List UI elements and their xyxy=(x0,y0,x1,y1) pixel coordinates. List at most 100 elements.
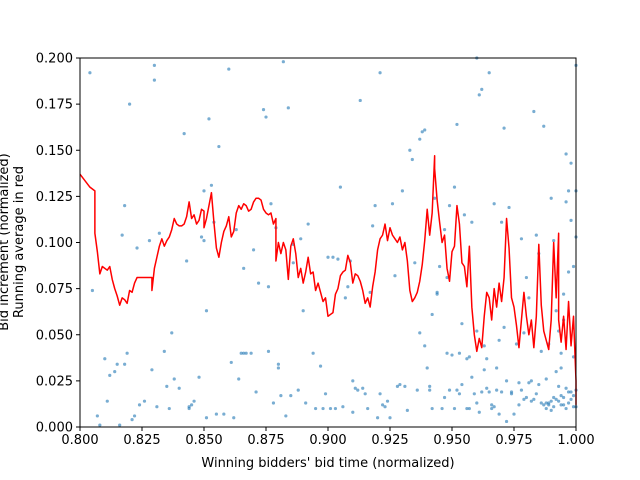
scatter-point xyxy=(197,375,201,379)
scatter-point xyxy=(380,403,385,407)
scatter-point xyxy=(569,390,573,394)
scatter-point xyxy=(438,264,442,269)
scatter-point xyxy=(408,148,412,152)
scatter-point xyxy=(524,275,529,280)
scatter-point xyxy=(346,285,350,289)
scatter-point xyxy=(559,394,563,398)
scatter-point xyxy=(524,395,529,400)
scatter-point xyxy=(128,102,132,106)
scatter-point xyxy=(440,406,444,411)
scatter-point xyxy=(336,257,340,261)
scatter-point xyxy=(209,183,214,187)
scatter-point xyxy=(532,109,536,114)
scatter-point xyxy=(544,406,548,411)
scatter-point xyxy=(418,137,422,141)
x-tick-label: 1.000 xyxy=(557,433,594,448)
scatter-point xyxy=(371,224,375,228)
scatter-point xyxy=(566,270,571,274)
scatter-point xyxy=(480,390,484,394)
scatter-point xyxy=(522,331,526,335)
scatter-point xyxy=(465,406,469,411)
y-tick-label: 0.125 xyxy=(36,190,73,205)
scatter-point xyxy=(162,349,166,353)
running-average-line xyxy=(79,155,577,405)
x-tick-label: 0.950 xyxy=(433,433,470,448)
scatter-point xyxy=(321,406,325,411)
y-tick-label: 0.075 xyxy=(36,282,73,297)
y-tick-label: 0.175 xyxy=(36,98,73,113)
scatter-point xyxy=(331,255,335,259)
scatter-point xyxy=(150,368,154,372)
scatter-point xyxy=(269,202,273,206)
scatter-point xyxy=(376,416,380,420)
scatter-point xyxy=(147,239,152,243)
scatter-point xyxy=(542,124,546,128)
scatter-point xyxy=(557,384,561,389)
scatter-point xyxy=(490,403,494,407)
scatter-point xyxy=(425,366,429,370)
y-tick-label: 0.000 xyxy=(36,421,73,436)
scatter-point xyxy=(249,351,253,355)
scatter-point xyxy=(435,292,439,296)
scatter-point xyxy=(433,196,437,200)
scatter-point xyxy=(418,331,422,335)
x-tick-label: 0.800 xyxy=(61,433,98,448)
scatter-point xyxy=(549,399,553,403)
scatter-point xyxy=(564,152,568,156)
scatter-point xyxy=(103,357,107,361)
scatter-point xyxy=(165,384,169,389)
scatter-point xyxy=(566,401,571,405)
scatter-point xyxy=(338,185,342,189)
scatter-point xyxy=(366,406,370,411)
scatter-point xyxy=(529,379,533,383)
x-tick-label: 0.825 xyxy=(123,433,160,448)
scatter-point xyxy=(452,406,457,411)
scatter-point xyxy=(113,370,117,374)
scatter-point xyxy=(207,117,211,121)
scatter-point xyxy=(137,403,142,407)
scatter-point xyxy=(343,296,347,300)
scatter-series xyxy=(88,56,578,427)
scatter-point xyxy=(497,412,501,416)
scatter-point xyxy=(318,364,323,368)
scatter-point xyxy=(554,397,558,401)
scatter-point xyxy=(130,418,134,422)
scatter-point xyxy=(118,423,122,427)
scatter-point xyxy=(279,394,283,398)
scatter-point xyxy=(395,384,400,389)
scatter-point xyxy=(182,132,186,136)
x-axis: 0.800 0.825 0.850 0.875 0.900 0.925 0.950 0.975… xyxy=(61,427,595,448)
scatter-point xyxy=(539,401,543,405)
scatter-point xyxy=(217,144,221,149)
x-tick-label: 0.850 xyxy=(185,433,222,448)
scatter-point xyxy=(534,392,538,396)
scatter-point xyxy=(284,414,288,418)
scatter-point xyxy=(450,353,454,357)
scatter-point xyxy=(564,386,568,390)
scatter-point xyxy=(445,351,449,355)
scatter-point xyxy=(452,185,457,189)
scatter-point xyxy=(286,106,290,110)
scatter-point xyxy=(564,200,568,204)
scatter-point xyxy=(95,414,99,418)
scatter-point xyxy=(264,115,268,119)
scatter-point xyxy=(356,388,360,392)
scatter-point xyxy=(271,401,276,405)
scatter-point xyxy=(487,390,491,394)
running-average-series xyxy=(79,155,577,405)
scatter-point xyxy=(229,360,233,365)
scatter-point xyxy=(368,290,372,294)
scatter-point xyxy=(373,204,377,208)
scatter-point xyxy=(204,309,209,313)
scatter-point xyxy=(544,377,548,381)
scatter-point xyxy=(420,130,424,134)
scatter-point xyxy=(527,381,531,385)
scatter-point xyxy=(244,351,248,355)
scatter-point xyxy=(569,161,573,165)
scatter-point xyxy=(571,405,576,409)
scatter-point xyxy=(108,373,112,377)
y-axis-label-line-2: Running average in red xyxy=(12,166,27,318)
scatter-point xyxy=(542,403,546,407)
scatter-point xyxy=(475,401,479,405)
scatter-point xyxy=(142,399,147,403)
